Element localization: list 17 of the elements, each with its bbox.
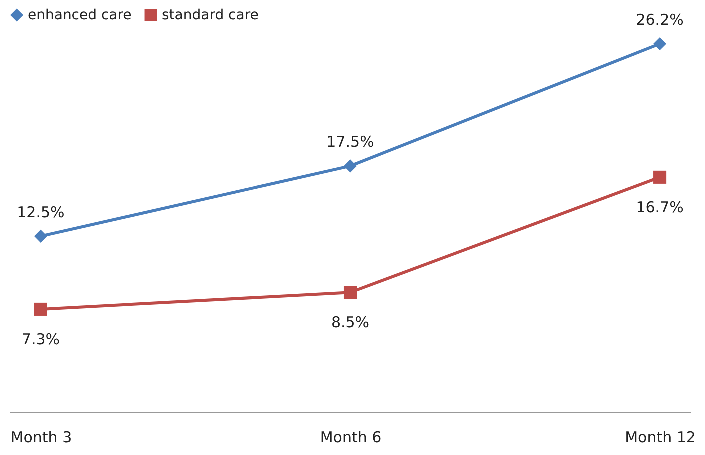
x-tick-label: Month 3 [10,428,72,446]
data-label: 17.5% [326,133,374,152]
data-label: 12.5% [17,203,65,222]
point [654,170,667,184]
data-label: 7.3% [22,330,60,348]
point [34,230,48,243]
data-label: 16.7% [636,198,684,216]
point [344,286,358,300]
point [34,302,48,316]
x-tick-label: Month 6 [320,428,382,446]
legend-label: enhanced care [28,7,132,24]
point [344,160,358,173]
x-tick-label: Month 12 [625,428,696,446]
legend-label: standard care [162,7,259,24]
point [654,37,667,51]
data-label: 26.2% [636,11,684,29]
data-label: 8.5% [331,314,370,332]
